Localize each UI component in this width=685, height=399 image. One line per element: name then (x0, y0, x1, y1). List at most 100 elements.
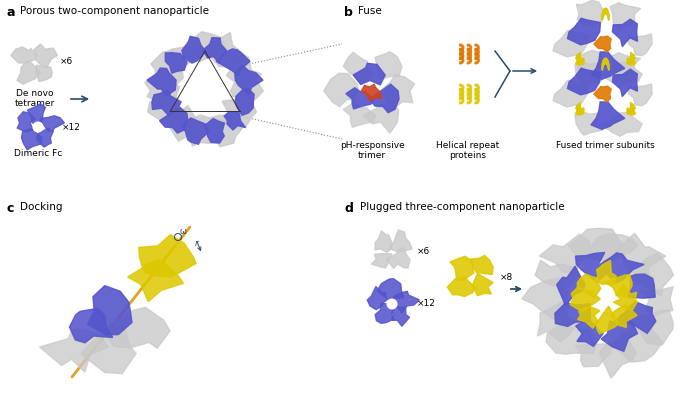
Polygon shape (386, 247, 410, 268)
Text: ×8: ×8 (500, 273, 513, 282)
Polygon shape (594, 36, 611, 52)
Polygon shape (216, 49, 250, 75)
Polygon shape (470, 255, 493, 275)
Polygon shape (361, 84, 382, 101)
Polygon shape (606, 275, 632, 296)
Polygon shape (460, 44, 464, 51)
Polygon shape (475, 93, 480, 100)
Polygon shape (592, 234, 638, 262)
Polygon shape (575, 253, 606, 282)
Polygon shape (375, 303, 394, 323)
Polygon shape (165, 53, 187, 73)
Polygon shape (392, 307, 410, 326)
Polygon shape (613, 284, 637, 310)
Polygon shape (522, 278, 569, 320)
Polygon shape (467, 44, 471, 51)
Polygon shape (184, 32, 226, 62)
Polygon shape (40, 116, 64, 132)
Polygon shape (139, 235, 196, 277)
Polygon shape (460, 53, 464, 59)
Polygon shape (17, 112, 36, 132)
Polygon shape (11, 47, 37, 63)
Text: b: b (344, 6, 353, 19)
Text: Fuse: Fuse (358, 6, 382, 16)
Polygon shape (475, 53, 480, 59)
Polygon shape (170, 106, 197, 141)
Polygon shape (169, 45, 201, 73)
Text: ×6: ×6 (60, 57, 73, 65)
Polygon shape (460, 84, 464, 91)
Polygon shape (391, 291, 419, 313)
Text: d: d (344, 202, 353, 215)
Polygon shape (610, 3, 640, 28)
Polygon shape (224, 112, 245, 130)
Polygon shape (591, 102, 625, 129)
Polygon shape (380, 75, 414, 108)
Polygon shape (535, 260, 579, 289)
Polygon shape (475, 84, 480, 91)
Polygon shape (595, 306, 618, 334)
Polygon shape (475, 48, 480, 55)
Polygon shape (222, 100, 256, 128)
Polygon shape (612, 19, 638, 47)
Polygon shape (467, 97, 471, 104)
Polygon shape (567, 18, 601, 45)
Polygon shape (88, 286, 132, 335)
Polygon shape (610, 305, 637, 328)
Polygon shape (594, 86, 611, 102)
Polygon shape (210, 115, 243, 146)
Polygon shape (553, 80, 588, 107)
Polygon shape (628, 84, 652, 106)
Polygon shape (557, 266, 585, 306)
Polygon shape (235, 89, 254, 115)
Circle shape (33, 122, 43, 132)
Text: Fused trimer subunits: Fused trimer subunits (556, 141, 654, 150)
Polygon shape (600, 113, 642, 136)
Polygon shape (576, 50, 604, 76)
Polygon shape (460, 48, 464, 55)
Polygon shape (467, 48, 471, 55)
Polygon shape (367, 286, 387, 310)
Polygon shape (343, 52, 373, 84)
Polygon shape (555, 303, 590, 326)
Polygon shape (610, 53, 640, 79)
Polygon shape (17, 61, 40, 84)
Polygon shape (235, 65, 263, 95)
Polygon shape (640, 286, 673, 316)
Polygon shape (475, 89, 480, 95)
Polygon shape (69, 308, 113, 343)
Polygon shape (353, 63, 385, 85)
Polygon shape (467, 89, 471, 95)
Polygon shape (575, 112, 603, 135)
Text: Porous two-component nanoparticle: Porous two-component nanoparticle (20, 6, 209, 16)
Polygon shape (460, 89, 464, 95)
Polygon shape (575, 319, 603, 346)
Polygon shape (148, 94, 187, 126)
Polygon shape (575, 344, 611, 367)
Polygon shape (570, 287, 600, 311)
Polygon shape (539, 234, 595, 273)
Polygon shape (600, 63, 642, 86)
Text: Plugged three-component nanoparticle: Plugged three-component nanoparticle (360, 202, 564, 212)
Polygon shape (40, 329, 108, 372)
Polygon shape (343, 103, 375, 127)
Text: a: a (6, 6, 14, 19)
Polygon shape (36, 128, 53, 147)
Polygon shape (538, 301, 579, 342)
Text: ×12: ×12 (62, 122, 81, 132)
Polygon shape (369, 84, 399, 113)
Polygon shape (599, 330, 636, 378)
Polygon shape (389, 230, 412, 251)
Polygon shape (34, 44, 58, 68)
Polygon shape (346, 88, 373, 109)
Text: Helical repeat
proteins: Helical repeat proteins (436, 141, 499, 160)
Polygon shape (628, 274, 656, 298)
Text: De novo
tetramer: De novo tetramer (15, 89, 55, 109)
Polygon shape (21, 128, 42, 150)
Polygon shape (473, 274, 493, 296)
Polygon shape (450, 256, 474, 280)
Polygon shape (208, 33, 244, 67)
Polygon shape (27, 104, 45, 124)
Polygon shape (375, 52, 402, 79)
Polygon shape (460, 97, 464, 104)
